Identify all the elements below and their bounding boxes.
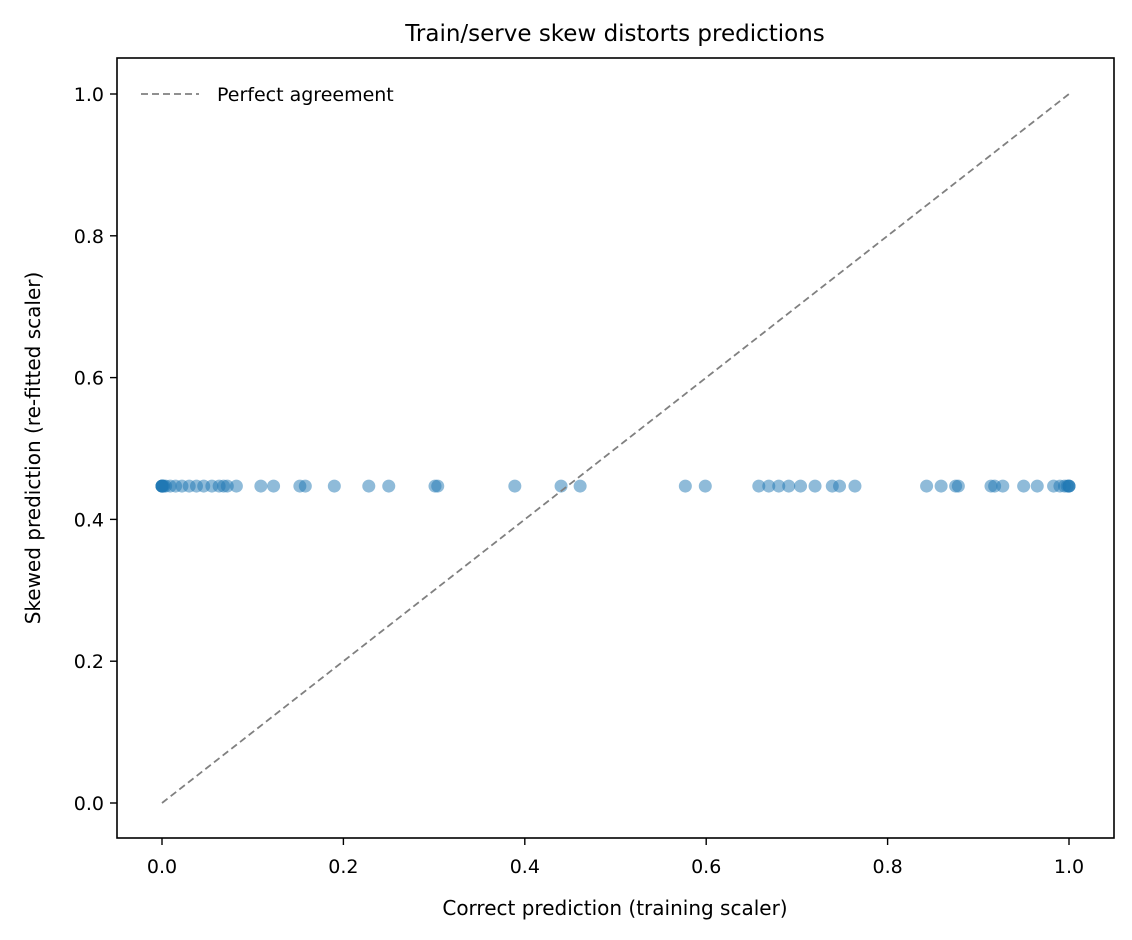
x-tick-label: 0.2	[328, 856, 358, 878]
x-tick-label: 0.0	[147, 856, 177, 878]
x-tick-label: 0.4	[510, 856, 540, 878]
scatter-point	[508, 479, 522, 493]
scatter-point	[772, 479, 786, 493]
legend-label: Perfect agreement	[217, 84, 394, 106]
scatter-point	[1030, 479, 1044, 493]
y-tick-label: 0.6	[74, 368, 104, 390]
y-tick-label: 0.8	[74, 226, 104, 248]
y-tick-label: 0.0	[74, 793, 104, 815]
x-tick-label: 0.8	[872, 856, 902, 878]
scatter-point	[848, 479, 862, 493]
scatter-point	[229, 479, 243, 493]
scatter-point	[1017, 479, 1031, 493]
plot-area	[116, 57, 1115, 839]
y-tick-label: 1.0	[74, 84, 104, 106]
scatter-point	[920, 479, 934, 493]
x-axis: 0.0 0.2 0.4 0.6 0.8 1.0	[147, 838, 1084, 878]
scatter-point	[220, 479, 234, 493]
chart-title: Train/serve skew distorts predictions	[404, 21, 825, 47]
scatter-points	[155, 479, 1076, 493]
scatter-point	[382, 479, 396, 493]
perfect-agreement-line	[161, 93, 1070, 804]
scatter-point	[762, 479, 776, 493]
legend: Perfect agreement	[141, 84, 394, 106]
scatter-point	[934, 479, 948, 493]
scatter-point	[794, 479, 808, 493]
scatter-point	[327, 479, 341, 493]
x-tick-label: 0.6	[691, 856, 721, 878]
scatter-point	[298, 479, 312, 493]
scatter-point	[698, 479, 712, 493]
axes-frame	[116, 57, 1115, 839]
scatter-point	[996, 479, 1010, 493]
scatter-point	[362, 479, 376, 493]
scatter-point	[951, 479, 965, 493]
scatter-point	[254, 479, 268, 493]
scatter-point	[1062, 479, 1076, 493]
y-axis: 0.0 0.2 0.4 0.6 0.8 1.0	[74, 84, 117, 815]
x-tick-label: 1.0	[1054, 856, 1084, 878]
scatter-point	[782, 479, 796, 493]
scatter-point	[752, 479, 766, 493]
scatter-point	[833, 479, 847, 493]
x-axis-label: Correct prediction (training scaler)	[442, 896, 787, 920]
y-axis-label: Skewed prediction (re-fitted scaler)	[21, 272, 45, 625]
y-tick-label: 0.4	[74, 509, 104, 531]
scatter-point	[431, 479, 445, 493]
scatter-point	[267, 479, 281, 493]
scatter-point	[808, 479, 822, 493]
scatter-point	[573, 479, 587, 493]
scatter-point	[678, 479, 692, 493]
y-tick-label: 0.2	[74, 651, 104, 673]
